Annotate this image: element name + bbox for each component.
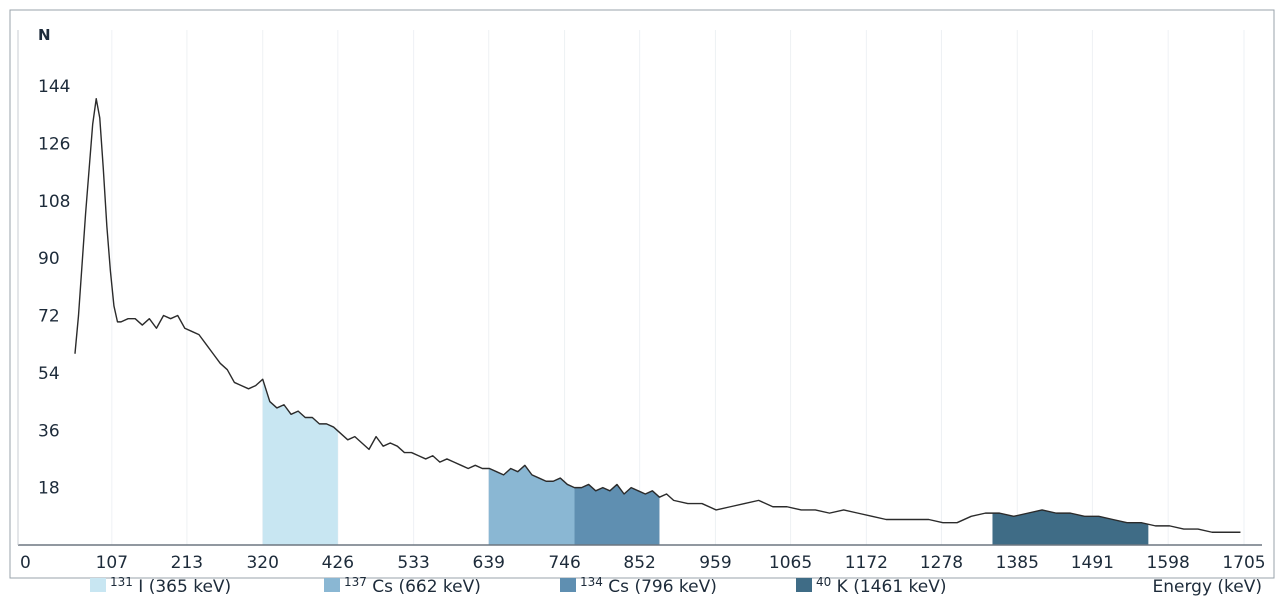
spectrum-line <box>74 98 1241 533</box>
region-137 <box>488 465 575 545</box>
x-tick-107: 107 <box>96 553 128 573</box>
y-tick-72: 72 <box>38 307 60 327</box>
y-tick-108: 108 <box>38 192 70 212</box>
x-axis-label: Energy (keV) <box>1152 577 1262 597</box>
gridlines <box>111 30 1245 545</box>
legend-label-131: 131 I (365 keV) <box>110 575 231 597</box>
y-axis-label: N <box>38 26 51 44</box>
x-tick-1172: 1172 <box>845 553 888 573</box>
x-tick-639: 639 <box>473 553 505 573</box>
y-tick-90: 90 <box>38 249 60 269</box>
x-tick-320: 320 <box>246 553 278 573</box>
x-tick-1065: 1065 <box>769 553 812 573</box>
legend-swatch-137 <box>324 578 340 592</box>
x-tick-1278: 1278 <box>920 553 963 573</box>
isotope-regions <box>262 379 1149 545</box>
y-tick-54: 54 <box>38 364 60 384</box>
x-tick-959: 959 <box>699 553 731 573</box>
region-40 <box>992 509 1149 545</box>
x-tick-1385: 1385 <box>996 553 1039 573</box>
x-tick-0: 0 <box>20 553 31 573</box>
x-tick-1491: 1491 <box>1071 553 1114 573</box>
x-tick-533: 533 <box>397 553 429 573</box>
x-tick-852: 852 <box>623 553 655 573</box>
spectrum-series <box>74 98 1241 533</box>
y-tick-36: 36 <box>38 421 60 441</box>
legend-swatch-134 <box>560 578 576 592</box>
legend: 131 I (365 keV) 137 Cs (662 keV) 134 Cs (7… <box>90 575 947 597</box>
legend-label-137: 137 Cs (662 keV) <box>344 575 481 597</box>
y-tick-144: 144 <box>38 77 70 97</box>
x-tick-213: 213 <box>171 553 203 573</box>
legend-swatch-131 <box>90 578 106 592</box>
x-tick-426: 426 <box>322 553 354 573</box>
y-tick-18: 18 <box>38 479 60 499</box>
region-134 <box>574 484 660 545</box>
legend-label-134: 134 Cs (796 keV) <box>580 575 717 597</box>
x-tick-labels: 0 107 213 320 426 533 639 746 852 959 1065 1172 1278… <box>20 553 1266 573</box>
chart-border <box>9 9 1275 579</box>
legend-label-40: 40 K (1461 keV) <box>816 575 947 597</box>
y-tick-126: 126 <box>38 134 70 154</box>
legend-swatch-40 <box>796 578 812 592</box>
x-tick-746: 746 <box>548 553 580 573</box>
y-tick-labels: 18 36 54 72 90 108 126 144 <box>38 77 70 499</box>
region-131 <box>262 379 338 545</box>
x-tick-1705: 1705 <box>1222 553 1265 573</box>
x-tick-1598: 1598 <box>1147 553 1190 573</box>
